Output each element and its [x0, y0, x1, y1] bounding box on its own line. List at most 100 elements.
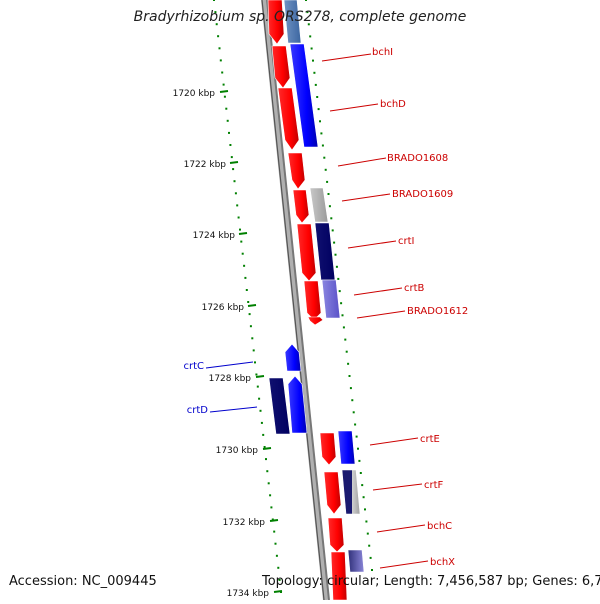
gene-crtD[interactable] [287, 375, 308, 434]
gene-BRADO1609-rev[interactable] [309, 187, 329, 223]
ruler-dot [223, 95, 226, 98]
gene-bchD-b[interactable] [277, 87, 300, 151]
outer-ruler-dot [316, 96, 319, 98]
ruler-dot [217, 35, 220, 38]
ruler-dot [271, 518, 274, 521]
gene-crtB-rev[interactable] [321, 279, 341, 319]
outer-ruler-dot [333, 241, 336, 244]
gene-BRADO1608[interactable] [287, 152, 306, 190]
outer-ruler-dot [366, 532, 369, 535]
ruler-dot [266, 470, 269, 473]
gene-crtB[interactable] [303, 280, 322, 321]
ruler-dot [262, 433, 265, 436]
outer-ruler-dot [314, 83, 317, 86]
ruler-dot [247, 301, 250, 303]
outer-ruler-dot [337, 277, 340, 280]
outer-ruler-dot [347, 362, 350, 365]
gene-BRADO1612[interactable] [307, 316, 324, 326]
outer-ruler-dot [368, 544, 371, 547]
outer-ruler-dot [364, 508, 366, 511]
label-bchC: bchC [427, 521, 452, 532]
outer-ruler [305, 0, 373, 571]
ruler-dot [239, 228, 241, 231]
ruler-dot [267, 482, 270, 485]
outer-ruler-dot [330, 217, 333, 220]
label-crtC: crtC [183, 361, 204, 372]
gene-crtI[interactable] [296, 223, 317, 282]
outer-ruler-dot [327, 193, 330, 195]
gene-crtD-b[interactable] [268, 377, 291, 435]
outer-ruler-dot [354, 423, 357, 426]
ruler-dot [241, 252, 244, 255]
gene-crtI-rev[interactable] [314, 222, 336, 281]
outer-ruler-dot [361, 484, 364, 487]
outer-ruler-dot [310, 47, 313, 50]
ruler-dot [229, 144, 232, 146]
tick-marks [219, 90, 283, 593]
outer-ruler-dot [334, 253, 337, 256]
ruler-dot [269, 494, 272, 497]
ruler-dot [222, 83, 225, 86]
forward-genes [267, 0, 348, 601]
ruler-dot [252, 349, 255, 352]
outer-ruler-dot [349, 387, 352, 390]
gene-BRADO1609[interactable] [292, 189, 310, 224]
tick-label-1724: 1724 kbp [193, 231, 236, 241]
label-bchD: bchD [380, 99, 406, 110]
gene-crtF-rev[interactable] [341, 469, 361, 515]
outer-ruler-dot [365, 520, 368, 523]
ruler-dot [221, 71, 224, 74]
outer-ruler-dot [362, 496, 365, 499]
outer-ruler-dot [312, 59, 314, 62]
label-BRADO1612: BRADO1612 [407, 306, 468, 317]
right-gene-labels: bchI bchD BRADO1608 BRADO1609 crtI crtB … [321, 47, 468, 569]
gene-bchD[interactable] [271, 45, 291, 89]
outer-ruler-dot [309, 35, 312, 38]
ruler-dot [230, 156, 233, 159]
left-gene-labels: crtC crtD [183, 361, 258, 416]
outer-ruler-dot [307, 23, 310, 26]
outer-ruler-dot [351, 399, 354, 402]
left-genes [268, 343, 308, 435]
ruler-dot [255, 373, 258, 376]
outer-ruler-dot [340, 302, 343, 305]
ruler-dot [213, 0, 215, 1]
outer-ruler-dot [313, 71, 316, 74]
ruler-dot [236, 204, 239, 207]
outer-ruler-dot [328, 205, 331, 208]
ruler-dot [245, 289, 248, 291]
label-crtI: crtI [398, 236, 414, 247]
outer-ruler-dot [321, 144, 324, 147]
ruler-dot [275, 554, 278, 557]
gene-crtC[interactable] [284, 343, 302, 372]
outer-ruler-dot [355, 435, 358, 438]
gene-crtE[interactable] [319, 432, 337, 466]
ruler-dot [260, 421, 263, 424]
map-title: Bradyrhizobium sp. ORS278, complete geno… [133, 9, 467, 25]
gene-bchD-rev[interactable] [289, 43, 319, 148]
ruler-dot [256, 385, 259, 388]
ruler-dot [233, 180, 236, 183]
label-bchX: bchX [430, 557, 455, 568]
ruler-dot [249, 325, 252, 328]
gene-bchI-rev[interactable] [283, 0, 302, 44]
label-BRADO1609: BRADO1609 [392, 189, 453, 200]
ruler-dot [219, 59, 222, 62]
outer-ruler-dot [320, 132, 323, 135]
gene-crtE-rev[interactable] [337, 430, 356, 465]
label-BRADO1608: BRADO1608 [387, 153, 448, 164]
outer-ruler-dot [335, 265, 338, 268]
gene-crtF[interactable] [323, 471, 342, 515]
outer-ruler-dot [369, 556, 372, 559]
ruler-dot [274, 542, 277, 545]
outer-ruler-dot [323, 156, 326, 159]
ruler-dot [265, 458, 267, 461]
gene-bchI[interactable] [267, 0, 285, 45]
gene-bchC[interactable] [327, 517, 345, 553]
outer-ruler-dot [338, 290, 341, 293]
gene-bchX-rev[interactable] [347, 549, 365, 573]
outer-ruler-dot [306, 11, 309, 14]
outer-ruler-dot [371, 569, 373, 571]
outer-ruler-dot [317, 108, 320, 111]
